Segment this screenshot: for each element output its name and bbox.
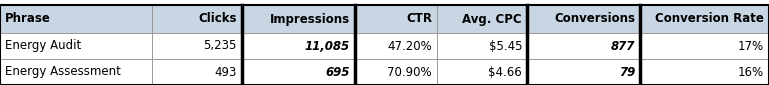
Bar [242,5,355,33]
Text: 877: 877 [611,40,635,53]
Text: $5.45: $5.45 [488,40,522,53]
Bar [152,33,242,59]
Bar [0,33,152,59]
Text: Energy Assessment: Energy Assessment [5,66,121,79]
Text: Conversion Rate: Conversion Rate [655,12,764,26]
Text: 11,085: 11,085 [305,40,350,53]
Text: 695: 695 [325,66,350,79]
Bar [640,33,769,59]
Text: 16%: 16% [738,66,764,79]
Bar [437,33,527,59]
Bar [152,59,242,85]
Bar [437,59,527,85]
Text: 17%: 17% [738,40,764,53]
Bar [242,33,355,59]
Text: Impressions: Impressions [270,12,350,26]
Bar [355,5,437,33]
Text: Energy Audit: Energy Audit [5,40,82,53]
Text: Clicks: Clicks [198,12,237,26]
Bar [355,33,437,59]
Bar [355,59,437,85]
Bar [527,59,640,85]
Bar [0,5,152,33]
Text: 70.90%: 70.90% [388,66,432,79]
Bar [640,59,769,85]
Text: CTR: CTR [406,12,432,26]
Bar [527,33,640,59]
Text: $4.66: $4.66 [488,66,522,79]
Text: 47.20%: 47.20% [388,40,432,53]
Bar [640,5,769,33]
Bar [527,5,640,33]
Bar [242,59,355,85]
Text: Conversions: Conversions [554,12,635,26]
Text: 493: 493 [215,66,237,79]
Text: Phrase: Phrase [5,12,51,26]
Text: Avg. CPC: Avg. CPC [462,12,522,26]
Text: 79: 79 [619,66,635,79]
Bar [152,5,242,33]
Text: 5,235: 5,235 [204,40,237,53]
Bar [0,59,152,85]
Bar [437,5,527,33]
